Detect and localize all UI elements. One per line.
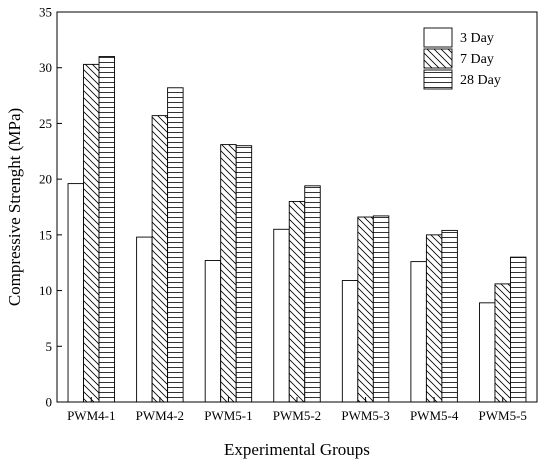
bar-pwm5-5-7-day bbox=[494, 283, 511, 403]
legend-label: 7 Day bbox=[460, 52, 494, 67]
bar-pwm5-1-28-day bbox=[235, 145, 253, 403]
y-tick-label: 25 bbox=[39, 116, 52, 131]
x-tick-label: PWM5-1 bbox=[204, 408, 252, 423]
bar-pwm5-2-28-day bbox=[304, 185, 321, 403]
bars-layer bbox=[67, 56, 527, 403]
bar-pwm5-1-7-day bbox=[220, 144, 237, 403]
bar-pwm4-1-3-day bbox=[67, 183, 84, 403]
bar-pwm4-1-28-day bbox=[98, 56, 115, 403]
legend-swatch bbox=[423, 48, 453, 69]
bar-pwm5-5-3-day bbox=[479, 302, 496, 403]
y-tick-label: 30 bbox=[39, 60, 52, 75]
bar-pwm5-2-3-day bbox=[273, 228, 290, 403]
x-tick-label: PWM5-2 bbox=[273, 408, 321, 423]
y-axis: 0 5 10 15 20 25 30 35 bbox=[39, 5, 62, 410]
x-tick-label: PWM4-1 bbox=[67, 408, 115, 423]
x-tick-label: PWM5-3 bbox=[341, 408, 389, 423]
y-tick-label: 15 bbox=[39, 227, 52, 242]
bar-pwm4-2-28-day bbox=[167, 87, 184, 403]
bar-pwm5-4-3-day bbox=[410, 261, 427, 403]
y-tick-label: 5 bbox=[46, 339, 53, 354]
y-tick-label: 10 bbox=[39, 283, 52, 298]
bar-pwm5-1-3-day bbox=[204, 260, 222, 403]
y-tick-label: 35 bbox=[39, 5, 52, 20]
x-axis: PWM4-1 PWM4-2 PWM5-1 PWM5-2 PWM5-3 PWM5-4 PWM5… bbox=[67, 397, 527, 423]
bar-pwm4-2-7-day bbox=[151, 115, 169, 403]
y-axis-title: Compressive Strenght (MPa) bbox=[5, 108, 24, 306]
x-tick-label: PWM5-5 bbox=[479, 408, 527, 423]
y-tick-label: 20 bbox=[39, 172, 52, 187]
bar-pwm5-3-28-day bbox=[372, 215, 390, 403]
legend-label: 28 Day bbox=[460, 73, 501, 88]
bar-pwm5-3-3-day bbox=[341, 280, 359, 403]
x-tick-label: PWM5-4 bbox=[410, 408, 459, 423]
bar-pwm5-5-28-day bbox=[510, 256, 527, 403]
x-tick-label: PWM4-2 bbox=[136, 408, 184, 423]
bar-pwm5-4-7-day bbox=[425, 234, 443, 403]
bar-pwm4-2-3-day bbox=[136, 236, 153, 403]
legend-swatch bbox=[423, 69, 453, 90]
bar-pwm4-1-7-day bbox=[83, 63, 100, 403]
y-tick-label: 0 bbox=[46, 395, 53, 410]
bar-pwm5-3-7-day bbox=[357, 216, 374, 403]
legend-swatch bbox=[423, 27, 453, 48]
legend: 3 Day 7 Day 28 Day bbox=[423, 27, 501, 90]
bar-pwm5-2-7-day bbox=[288, 200, 306, 403]
legend-label: 3 Day bbox=[460, 31, 494, 46]
bar-pwm5-4-28-day bbox=[441, 229, 458, 403]
x-axis-title: Experimental Groups bbox=[224, 440, 370, 459]
